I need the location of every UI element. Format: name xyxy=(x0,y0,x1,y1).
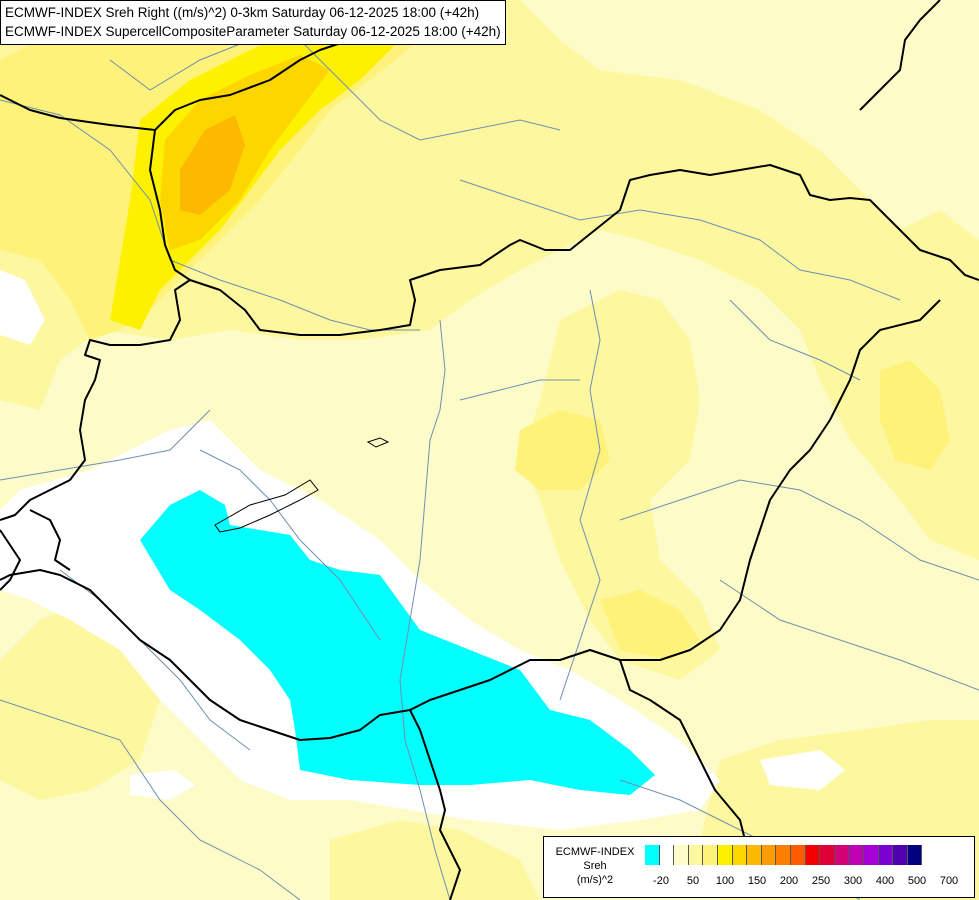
legend: ECMWF-INDEX Sreh (m/s)^2 -20 50 100 150 200 2… xyxy=(543,836,975,898)
legend-tick-label: 200 xyxy=(779,875,799,887)
legend-swatch xyxy=(717,845,733,865)
shading-orange xyxy=(180,115,245,215)
legend-tick-label: 300 xyxy=(843,875,863,887)
legend-tick-label: 700 xyxy=(939,875,959,887)
legend-tick-label: -20 xyxy=(653,875,669,887)
map-header: ECMWF-INDEX Sreh Right ((m/s)^2) 0-3km S… xyxy=(0,0,506,45)
shading-gold-east xyxy=(880,360,950,470)
legend-tick-label: 50 xyxy=(686,875,700,887)
legend-swatch xyxy=(747,845,762,865)
legend-swatch xyxy=(849,845,864,865)
shading-gold-south xyxy=(600,590,700,660)
legend-swatch xyxy=(659,845,675,865)
legend-swatches xyxy=(645,845,923,865)
legend-tick-label: 100 xyxy=(715,875,735,887)
legend-swatch xyxy=(645,845,660,865)
legend-swatch xyxy=(878,845,894,865)
header-line-1: ECMWF-INDEX Sreh Right ((m/s)^2) 0-3km S… xyxy=(5,5,480,20)
header-line-2: ECMWF-INDEX SupercellCompositeParameter … xyxy=(5,24,501,39)
lake-balaton xyxy=(214,479,319,533)
legend-swatch xyxy=(732,845,748,865)
lake-small xyxy=(366,437,390,448)
legend-tick-label: 150 xyxy=(747,875,767,887)
legend-tick-label: 400 xyxy=(875,875,895,887)
legend-title: ECMWF-INDEX Sreh (m/s)^2 xyxy=(547,845,643,887)
legend-ticks: -20 50 100 150 200 250 300 400 500 700 xyxy=(645,875,975,889)
shading-gold-central xyxy=(515,410,610,490)
legend-swatch xyxy=(703,845,718,865)
shading-cyan-negative xyxy=(140,490,655,795)
legend-swatch xyxy=(688,845,704,865)
legend-title-param: Sreh xyxy=(583,860,607,872)
legend-swatch xyxy=(893,845,908,865)
legend-swatch xyxy=(863,845,879,865)
shading-white-west xyxy=(0,270,45,345)
shading-white-south xyxy=(130,770,195,800)
legend-swatch xyxy=(820,845,835,865)
legend-swatch xyxy=(761,845,777,865)
legend-title-model: ECMWF-INDEX xyxy=(555,846,635,858)
legend-swatch xyxy=(834,845,850,865)
shading-white-southeast xyxy=(760,750,845,790)
shading-yellow-south xyxy=(330,820,540,900)
legend-swatch xyxy=(776,845,791,865)
legend-title-unit: (m/s)^2 xyxy=(576,874,614,886)
legend-tick-label: 250 xyxy=(811,875,831,887)
legend-tick-label: 500 xyxy=(907,875,927,887)
legend-swatch xyxy=(907,845,923,865)
legend-swatch xyxy=(674,845,689,865)
shading-yellow-east xyxy=(520,290,720,680)
legend-swatch xyxy=(790,845,806,865)
legend-swatch xyxy=(805,845,821,865)
